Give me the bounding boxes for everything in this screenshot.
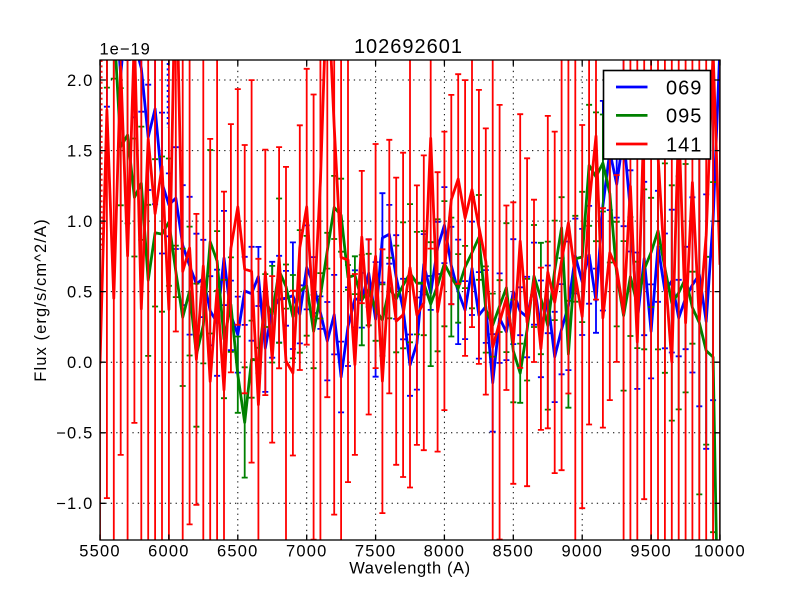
svg-text:10000: 10000 [694, 543, 746, 561]
svg-text:8500: 8500 [493, 543, 535, 561]
svg-text:1.5: 1.5 [67, 143, 94, 161]
svg-text:0.0: 0.0 [67, 354, 94, 372]
svg-text:102692601: 102692601 [354, 36, 463, 58]
svg-text:−0.5: −0.5 [56, 425, 93, 443]
svg-text:069: 069 [666, 77, 702, 99]
svg-text:9500: 9500 [630, 543, 672, 561]
svg-text:141: 141 [666, 134, 702, 156]
svg-text:7500: 7500 [355, 543, 397, 561]
svg-text:9000: 9000 [561, 543, 603, 561]
svg-text:0.5: 0.5 [67, 284, 94, 302]
svg-text:7000: 7000 [286, 543, 328, 561]
svg-text:5500: 5500 [79, 543, 121, 561]
svg-text:Wavelength (A): Wavelength (A) [349, 560, 471, 578]
svg-text:8000: 8000 [424, 543, 466, 561]
svg-text:Flux (erg/s/cm^2/A): Flux (erg/s/cm^2/A) [32, 218, 50, 381]
svg-text:6000: 6000 [148, 543, 190, 561]
svg-text:6500: 6500 [217, 543, 259, 561]
svg-text:1e−19: 1e−19 [100, 40, 151, 58]
svg-text:095: 095 [666, 106, 702, 128]
svg-text:−1.0: −1.0 [56, 495, 93, 513]
svg-text:1.0: 1.0 [67, 213, 94, 231]
svg-text:2.0: 2.0 [67, 72, 94, 90]
